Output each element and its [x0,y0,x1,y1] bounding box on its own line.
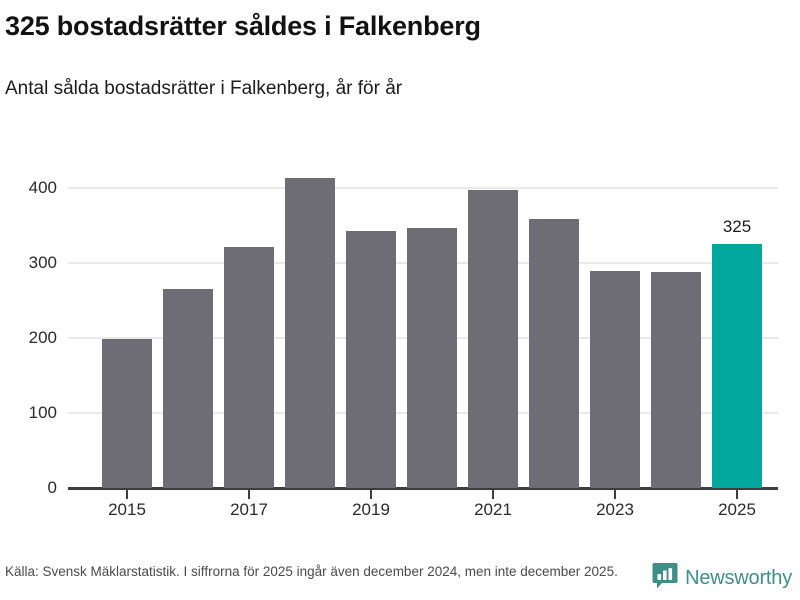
x-axis-tick-label: 2015 [108,500,146,519]
x-axis-tick-label: 2025 [718,500,756,519]
bar-2020[interactable] [407,227,457,488]
bar-chart-bubble-icon [652,562,678,595]
bar-2025[interactable] [712,244,762,488]
x-axis-tick-label: 2017 [230,500,268,519]
y-axis-tick-label: 100 [28,403,57,422]
y-axis-tick-label: 0 [47,478,57,497]
y-axis-tick-label: 200 [28,328,57,347]
y-axis-tick-label: 400 [28,178,57,197]
x-axis-tick [736,490,738,499]
bar-2019[interactable] [346,230,396,488]
logo-wordmark: Newsworthy [685,567,792,589]
bar-2016[interactable] [163,288,213,488]
x-axis-tick-label: 2019 [352,500,390,519]
bar-2015[interactable] [102,338,152,488]
gridline [68,187,778,189]
bar-2018[interactable] [285,177,335,488]
bar-value-label: 325 [722,217,752,237]
x-axis-tick-label: 2021 [474,500,512,519]
x-axis-tick [492,490,494,499]
x-axis-tick [248,490,250,499]
chart-subtitle: Antal sålda bostadsrätter i Falkenberg, … [5,78,403,99]
x-axis-line [68,487,778,490]
x-axis-tick [614,490,616,499]
bar-2024[interactable] [651,272,701,488]
bar-2022[interactable] [529,218,579,488]
x-axis-tick [126,490,128,499]
source-note: Källa: Svensk Mäklarstatistik. I siffror… [5,564,618,579]
newsworthy-logo: Newsworthy [652,562,792,595]
bar-2023[interactable] [590,270,640,488]
x-axis-tick [370,490,372,499]
x-axis-tick-label: 2023 [596,500,634,519]
y-axis-tick-label: 300 [28,253,57,272]
page-title: 325 bostadsrätter såldes i Falkenberg [5,11,481,41]
bar-2017[interactable] [224,247,274,488]
bar-2021[interactable] [468,189,518,488]
